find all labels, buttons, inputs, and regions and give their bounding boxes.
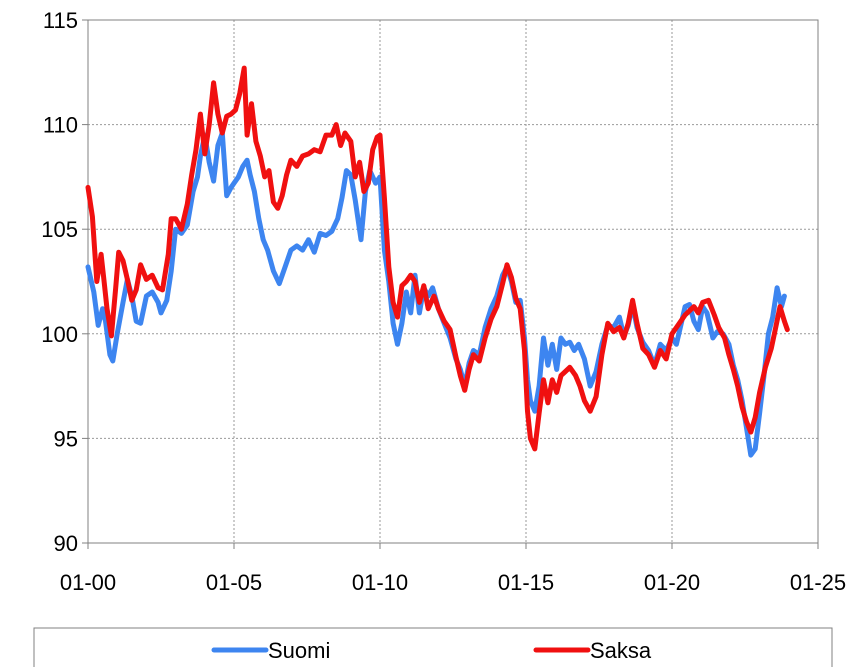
series-line-saksa bbox=[85, 65, 790, 452]
x-tick-label: 01-05 bbox=[206, 570, 262, 595]
legend-box bbox=[33, 627, 833, 667]
axes bbox=[82, 19, 819, 549]
y-tick-label: 105 bbox=[41, 217, 78, 242]
legend-label-saksa: Saksa bbox=[590, 638, 652, 663]
tick-labels: 90 95 100 105 110 115 01-00 01-05 01-10 01-15 01-2… bbox=[41, 8, 846, 595]
x-tick-label: 01-20 bbox=[644, 570, 700, 595]
x-tick-label: 01-10 bbox=[352, 570, 408, 595]
x-tick-label: 01-25 bbox=[790, 570, 846, 595]
y-tick-label: 115 bbox=[43, 8, 78, 33]
gridlines bbox=[88, 19, 818, 543]
y-tick-label: 90 bbox=[54, 531, 78, 556]
x-tick-label: 01-00 bbox=[60, 570, 116, 595]
legend: Suomi Saksa bbox=[33, 627, 833, 667]
y-tick-label: 110 bbox=[43, 113, 78, 138]
plot-area-border bbox=[87, 19, 819, 544]
y-tick-label: 95 bbox=[54, 426, 78, 451]
y-tick-label: 100 bbox=[41, 322, 78, 347]
x-tick-label: 01-15 bbox=[498, 570, 554, 595]
legend-label-suomi: Suomi bbox=[268, 638, 330, 663]
series-group bbox=[85, 65, 790, 458]
